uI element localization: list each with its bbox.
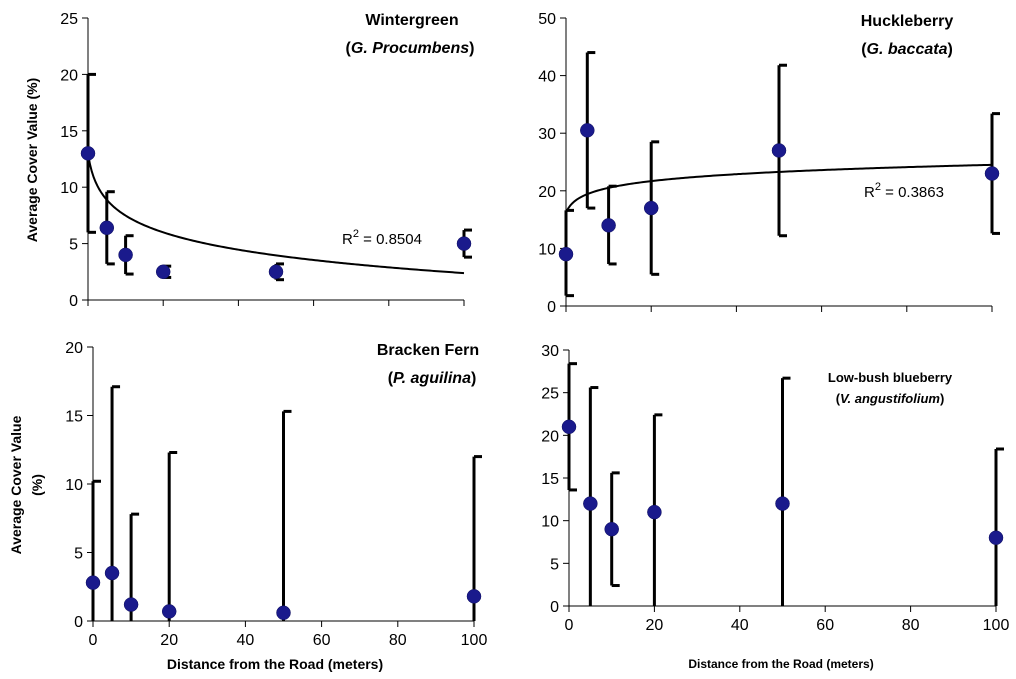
p2-data-point — [601, 218, 616, 233]
p4-data-point — [647, 504, 662, 520]
p4-xtick-label: 60 — [816, 617, 834, 634]
p1-data-point — [99, 220, 115, 236]
p3-data-point — [276, 605, 291, 621]
p4-error-bar — [781, 376, 791, 606]
p4-ytick-label: 25 — [541, 386, 559, 403]
p3-xtick-label: 60 — [313, 632, 331, 649]
p3-xlabel: Distance from the Road (meters) — [167, 656, 383, 672]
p2-ytick-label: 10 — [538, 241, 556, 258]
p1-ytick-label: 10 — [60, 180, 78, 197]
p2-ytick-label: 40 — [538, 69, 556, 86]
p2-ytick-label: 30 — [538, 126, 556, 143]
p3-ylabel-line2: (%) — [29, 474, 45, 496]
p3-error-bar — [167, 450, 178, 621]
p2-subtitle-text: G. baccata — [867, 41, 948, 58]
p3-ytick-label: 5 — [74, 546, 83, 563]
p2-ytick-label: 20 — [538, 184, 556, 201]
p3-ytick-label: 20 — [65, 340, 83, 357]
panel-4: 0 5 10 15 20 25 30 0 20 40 60 80 100 — [541, 343, 1009, 634]
p3-title: Bracken Fern — [377, 342, 479, 359]
p4-title: Low-bush blueberry — [828, 370, 953, 385]
p3-xtick-label: 80 — [389, 632, 407, 649]
p3-error-bar — [91, 479, 101, 621]
p1-subtitle-text: G. Procumbens — [351, 40, 469, 57]
p4-subtitle-text: V. angustifolium — [840, 391, 940, 406]
p1-trendline — [87, 153, 465, 275]
p3-subtitle-text: P. aguilina — [393, 370, 471, 387]
p4-data-point — [604, 521, 619, 537]
p4-data-point — [775, 496, 790, 511]
p2-data-point — [643, 200, 659, 216]
p3-data-point — [161, 604, 177, 619]
p4-ytick-label: 0 — [550, 599, 559, 616]
p1-ytick-label: 5 — [69, 237, 78, 254]
p4-data-point — [988, 530, 1004, 545]
p4-xtick-label: 80 — [902, 617, 920, 634]
p4-xtick-label: 20 — [646, 617, 664, 634]
p3-data-point — [123, 597, 139, 612]
p2-data-point — [984, 166, 1000, 181]
p1-ytick-label: 0 — [69, 293, 78, 310]
p3-xtick-label: 100 — [461, 632, 488, 649]
p1-ylabel: Average Cover Value (%) — [24, 78, 40, 242]
p3-error-bar — [110, 385, 121, 621]
p2-subtitle: (G. baccata) — [861, 41, 953, 58]
p2-data-point — [558, 246, 574, 262]
p1-ytick-label: 20 — [60, 67, 78, 84]
p3-xtick-label: 20 — [160, 632, 178, 649]
panel-1: 0 5 10 15 20 25 — [60, 11, 472, 310]
p3-ytick-label: 10 — [65, 477, 83, 494]
p3-ytick-label: 0 — [74, 614, 83, 631]
p4-ytick-label: 5 — [550, 556, 559, 573]
p1-data-point — [456, 236, 472, 251]
p2-r2-label: R2 = 0.3863 — [864, 181, 944, 201]
p2-data-point — [771, 143, 787, 158]
p2-ytick-label: 0 — [547, 299, 556, 316]
panel-2: 0 10 20 30 40 50 — [538, 11, 1000, 316]
p4-ytick-label: 15 — [541, 471, 559, 488]
p3-xtick-label: 40 — [237, 632, 255, 649]
p4-xlabel: Distance from the Road (meters) — [688, 657, 873, 671]
p4-subtitle: (V. angustifolium) — [836, 391, 945, 406]
p1-r2-label: R2 = 0.8504 — [342, 228, 422, 248]
p1-title: Wintergreen — [365, 12, 458, 29]
p3-ytick-label: 15 — [65, 409, 83, 426]
p3-error-bar — [282, 409, 292, 621]
p4-error-bar — [994, 447, 1004, 606]
p3-data-point — [104, 565, 120, 581]
p3-ylabel-line1: Average Cover Value — [8, 415, 24, 554]
p3-data-point — [466, 589, 482, 604]
panel-3: 0 5 10 15 20 0 20 40 60 80 100 — [65, 340, 487, 649]
p4-xtick-label: 0 — [565, 617, 574, 634]
p2-ytick-label: 50 — [538, 11, 556, 28]
p4-ytick-label: 10 — [541, 514, 559, 531]
p2-data-point — [580, 123, 595, 138]
p4-xtick-label: 40 — [731, 617, 749, 634]
p2-title: Huckleberry — [861, 13, 954, 30]
p4-data-point — [561, 419, 577, 435]
p3-xtick-label: 0 — [89, 632, 98, 649]
p1-data-point — [80, 146, 96, 161]
p1-data-point — [268, 264, 284, 280]
p4-ytick-label: 30 — [541, 343, 559, 360]
p4-data-point — [583, 496, 598, 511]
p4-xtick-label: 100 — [983, 617, 1010, 634]
p1-data-point — [118, 247, 133, 263]
p1-ytick-label: 15 — [60, 124, 78, 141]
p3-data-point — [85, 575, 101, 590]
p1-subtitle: (G. Procumbens) — [346, 40, 475, 57]
p3-subtitle: (P. aguilina) — [388, 370, 477, 387]
p1-data-point — [155, 264, 171, 280]
p4-ytick-label: 20 — [541, 428, 559, 445]
p1-ytick-label: 25 — [60, 11, 78, 28]
